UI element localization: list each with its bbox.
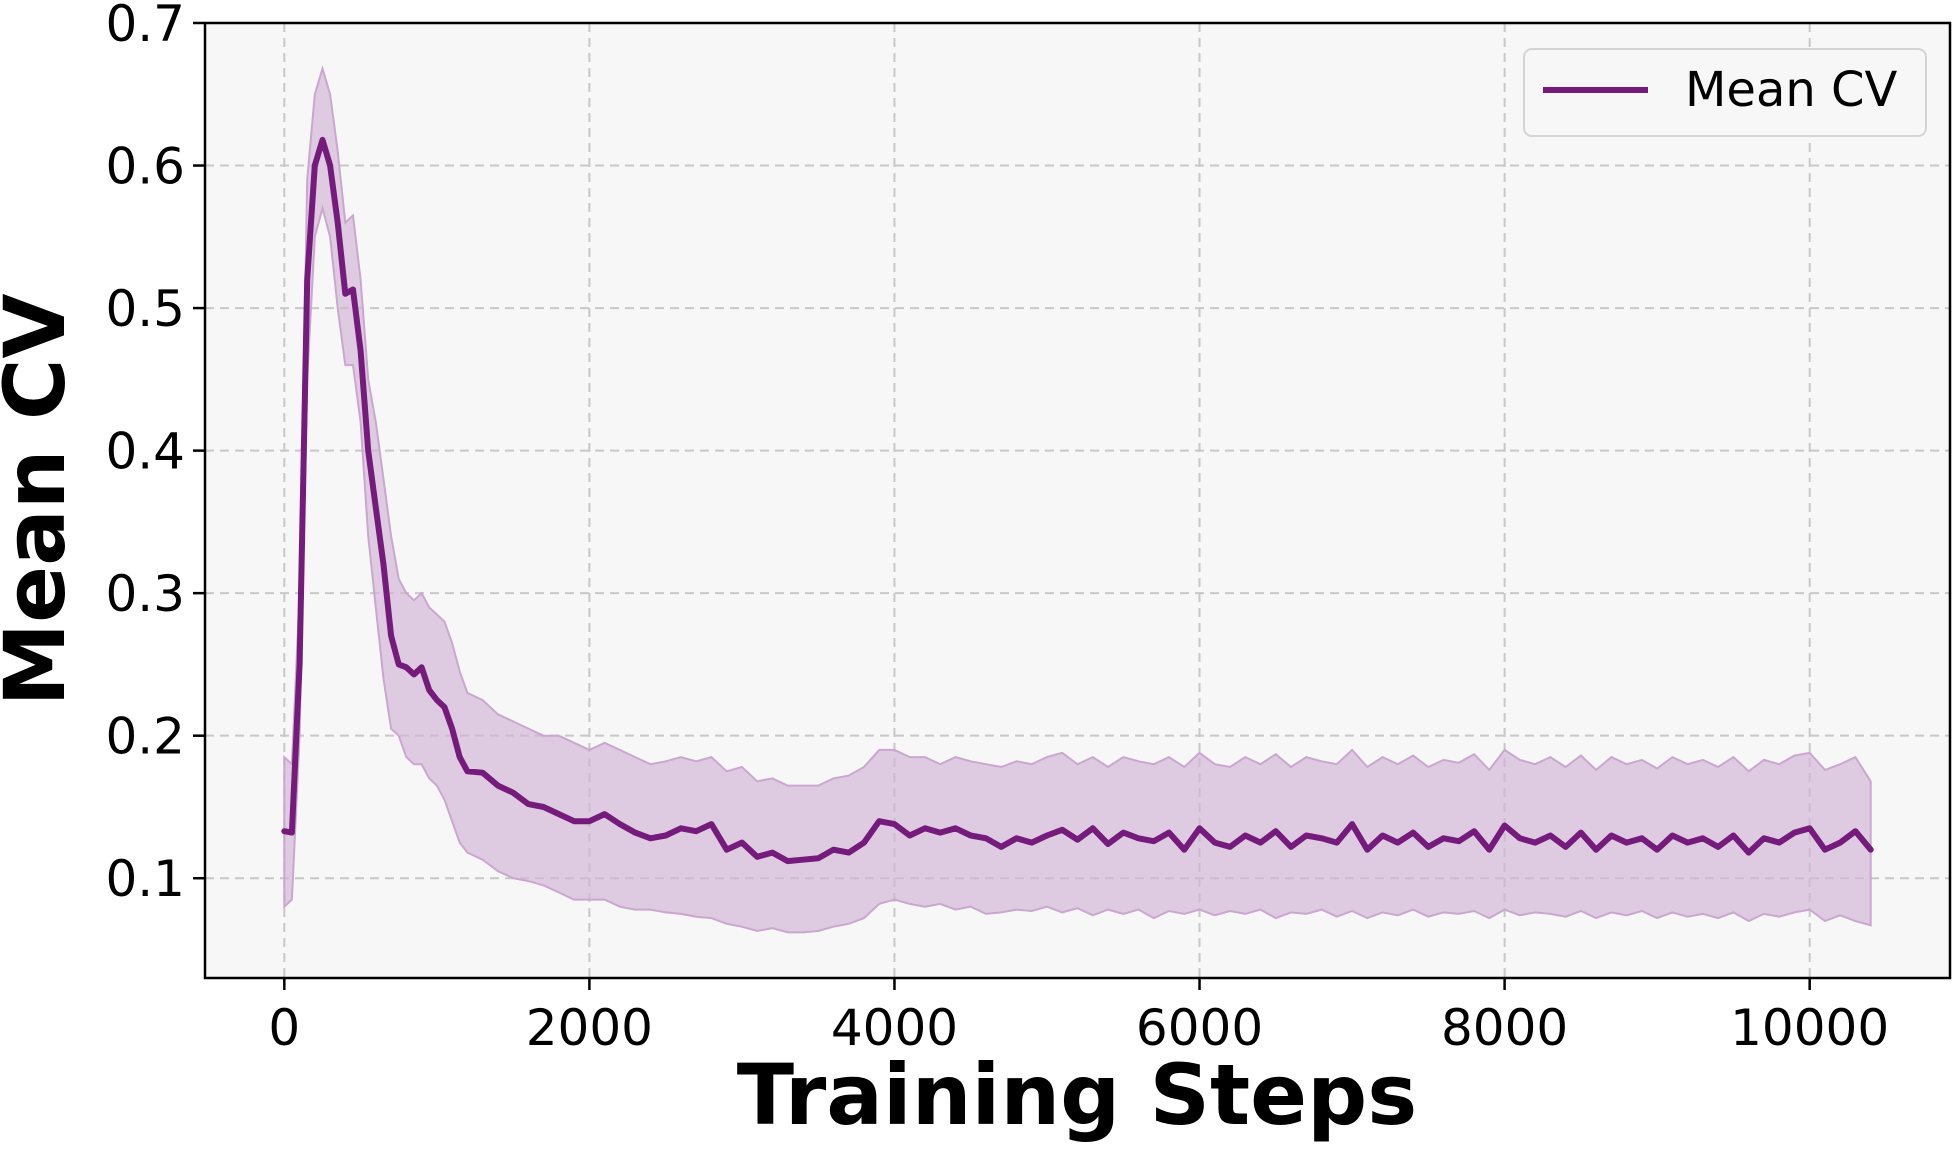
y-tick-label: 0.1	[105, 850, 185, 908]
legend-box	[1523, 48, 1927, 137]
y-axis: 0.1 0.2 0.3 0.4 0.5 0.6 0.7	[105, 0, 205, 908]
series-line-mean-cv	[281, 136, 1874, 865]
y-axis-title: Mean CV	[0, 294, 84, 707]
y-tick-label: 0.3	[105, 565, 185, 623]
x-tick-label: 6000	[1136, 999, 1263, 1057]
legend: Mean CV	[1523, 48, 1927, 137]
x-tick-label: 10000	[1730, 999, 1889, 1057]
y-tick-label: 0.7	[105, 0, 185, 53]
legend-label: Mean CV	[1685, 62, 1898, 118]
x-tick-label: 2000	[526, 999, 653, 1057]
plot-frame	[203, 21, 1952, 980]
x-axis-title: Training Steps	[737, 1046, 1418, 1144]
x-axis: 0 2000 4000 6000 8000 10000	[268, 978, 1889, 1057]
y-tick-label: 0.2	[105, 708, 185, 766]
y-tick-label: 0.5	[105, 280, 185, 338]
x-tick-label: 8000	[1441, 999, 1568, 1057]
x-tick-label: 0	[268, 999, 300, 1057]
x-tick-label: 4000	[831, 999, 958, 1057]
y-tick-label: 0.6	[105, 138, 185, 196]
y-tick-label: 0.4	[105, 423, 185, 481]
